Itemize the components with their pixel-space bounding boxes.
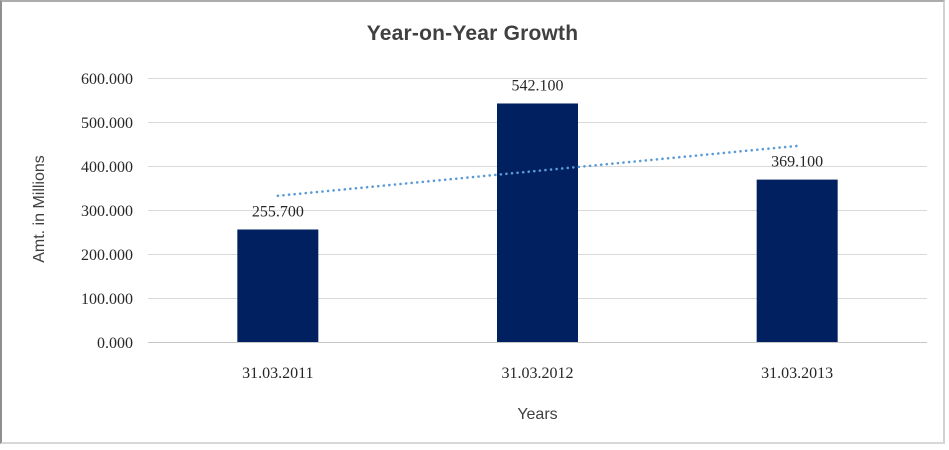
y-tick-label: 600.000	[81, 71, 133, 88]
x-tick-label: 31.03.2011	[242, 365, 313, 382]
bar-data-label: 369.100	[771, 154, 823, 171]
bar	[237, 229, 319, 342]
y-tick-label: 200.000	[81, 247, 133, 264]
bar-data-label: 542.100	[512, 77, 564, 94]
x-tick-label: 31.03.2013	[761, 365, 833, 382]
y-tick-label: 100.000	[81, 291, 133, 308]
bar	[756, 179, 838, 342]
bar-data-label: 255.700	[252, 203, 304, 220]
y-tick-label: 400.000	[81, 159, 133, 176]
x-tick-label: 31.03.2012	[502, 365, 574, 382]
y-tick-label: 300.000	[81, 203, 133, 220]
y-tick-label: 500.000	[81, 115, 133, 132]
x-axis-title: Years	[517, 406, 558, 423]
bar	[497, 103, 578, 342]
chart-title: Year-on-Year Growth	[366, 22, 579, 45]
y-tick-label: 0.000	[97, 335, 133, 352]
